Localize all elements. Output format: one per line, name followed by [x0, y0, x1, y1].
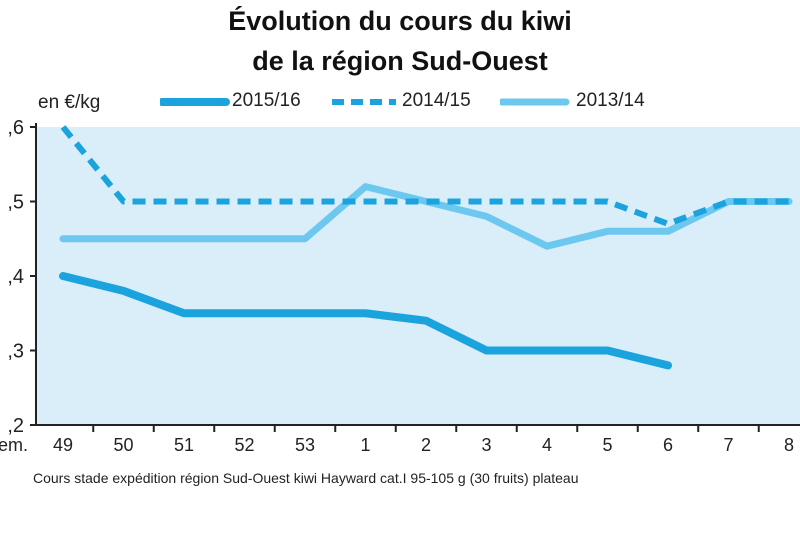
chart-caption: Cours stade expédition région Sud-Ouest …	[33, 470, 579, 486]
x-tick-label: 50	[113, 435, 133, 455]
y-tick-label: ,5	[7, 192, 24, 214]
legend-swatch-2014-15	[332, 99, 396, 105]
series-line-2014-15	[60, 125, 789, 227]
x-tick-label: 52	[234, 435, 254, 455]
legend-item-2014-15: 2014/15	[330, 90, 500, 114]
x-tick-label: 7	[723, 435, 733, 455]
y-axis-unit-label: en €/kg	[38, 92, 101, 113]
plot-area: ,6 ,5 ,4 ,3 ,2em. 49 50 51 52 53 1 2 3 4 5 6 7 8	[0, 117, 800, 455]
series-line-2013-14	[59, 183, 793, 250]
x-tick-label: 2	[421, 435, 431, 455]
plot-background	[36, 127, 800, 425]
x-tick-label: 4	[542, 435, 552, 455]
x-tick-label: 53	[295, 435, 315, 455]
y-tick-label: ,4	[7, 266, 24, 288]
x-tick-label: 5	[602, 435, 612, 455]
legend-label-2013-14: 2013/14	[576, 90, 645, 111]
x-tick-label: 8	[784, 435, 794, 455]
legend-item-2013-14: 2013/14	[500, 90, 690, 114]
legend-item-2015-16: 2015/16	[160, 90, 330, 114]
y-tick-label: ,2	[7, 415, 24, 437]
x-tick-label: 1	[360, 435, 370, 455]
legend-label-2015-16: 2015/16	[232, 90, 301, 111]
legend-swatch-2015-16	[160, 98, 230, 106]
x-axis-label: em.	[0, 435, 28, 455]
chart-title-line-2: de la région Sud-Ouest	[252, 46, 548, 76]
y-tick-label: ,6	[7, 117, 24, 139]
legend-swatch-2013-14	[500, 98, 570, 106]
series-line-2015-16	[59, 272, 672, 370]
x-tick-label: 49	[53, 435, 73, 455]
x-tick-label: 51	[174, 435, 194, 455]
x-tick-label: 6	[663, 435, 673, 455]
x-tick-label: 3	[481, 435, 491, 455]
chart-title-line-1: Évolution du cours du kiwi	[228, 6, 572, 36]
legend-label-2014-15: 2014/15	[402, 90, 471, 111]
y-tick-label: ,3	[7, 341, 24, 363]
